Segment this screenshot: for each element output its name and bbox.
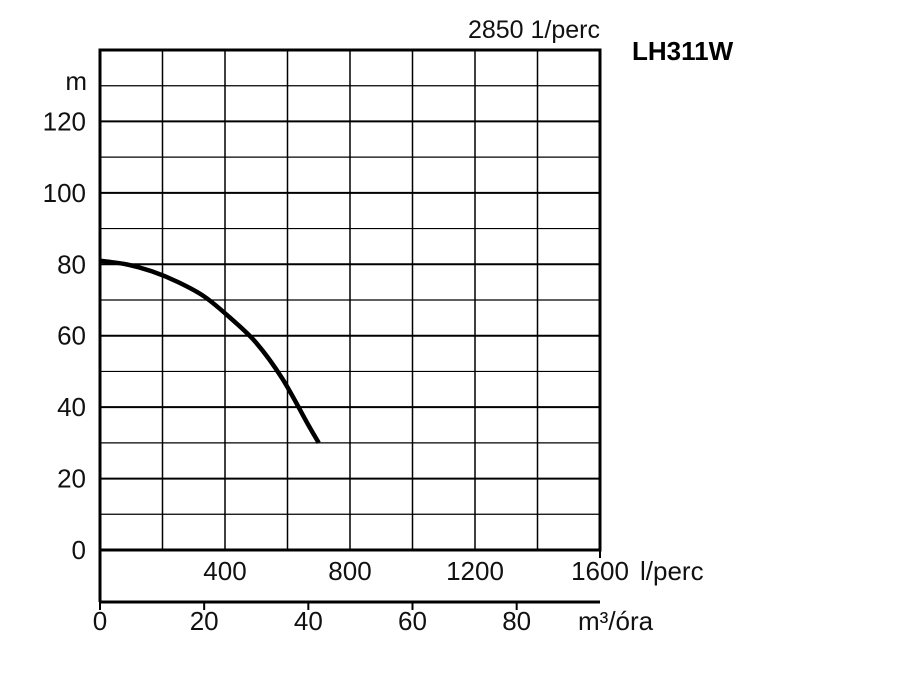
y-tick-label: 0 — [72, 535, 86, 565]
y-tick-label: 40 — [57, 392, 86, 422]
performance-curve — [99, 258, 321, 444]
plot-frame — [98, 48, 602, 552]
y-tick-label: 60 — [57, 321, 86, 351]
x-tick-label-lpm: 800 — [328, 556, 371, 586]
y-tick-label: 120 — [43, 106, 86, 136]
x-tick-label-m3h: 0 — [93, 606, 107, 636]
x-tick-label-lpm: 1200 — [446, 556, 504, 586]
model-label: LH311W — [632, 36, 734, 66]
y-tick-labels: 0 20 40 60 80 100 120 — [43, 106, 86, 565]
grid-lines — [100, 50, 600, 550]
speed-label: 2850 1/perc — [468, 16, 600, 44]
x-tick-label-m3h: 20 — [190, 606, 219, 636]
y-unit-label: m — [65, 66, 87, 96]
y-tick-label: 100 — [43, 178, 86, 208]
x-tick-labels-m3h: 0 20 40 60 80 — [93, 602, 531, 636]
y-tick-label: 20 — [57, 464, 86, 494]
x-tick-label-m3h: 40 — [294, 606, 323, 636]
x-tick-label-m3h: 80 — [502, 606, 531, 636]
x-secondary-unit-label: l/perc — [640, 556, 704, 586]
y-tick-label: 80 — [57, 249, 86, 279]
x-primary-unit-label: m³/óra — [578, 606, 654, 636]
x-tick-label-lpm: 1600 — [571, 556, 629, 586]
x-tick-labels-lpm: 400 800 1200 1600 — [203, 556, 629, 586]
x-tick-label-lpm: 400 — [203, 556, 246, 586]
x-tick-label-m3h: 60 — [398, 606, 427, 636]
series-layer — [99, 258, 321, 444]
